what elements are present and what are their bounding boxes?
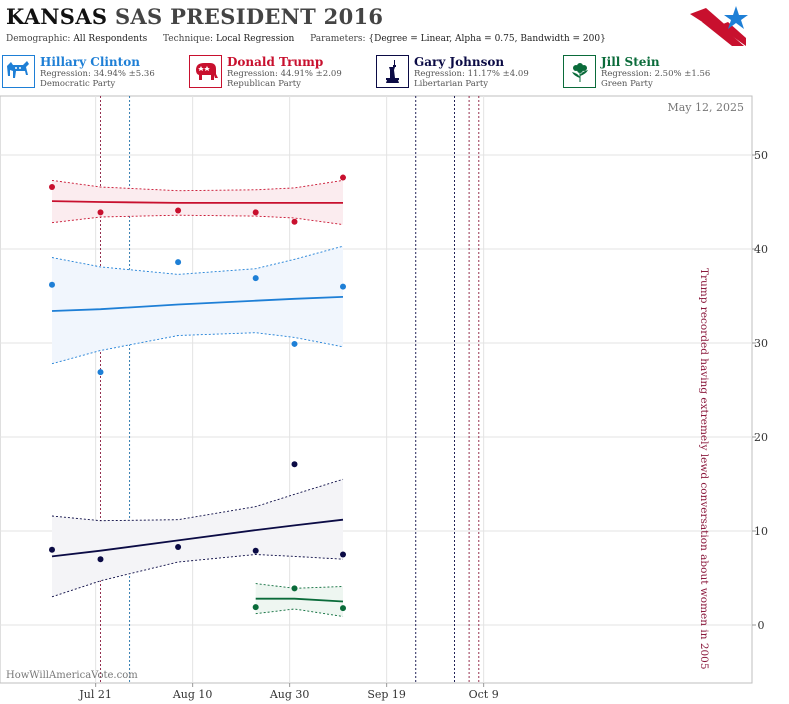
data-point (49, 281, 55, 288)
band-lower-line (51, 214, 344, 226)
band-lower-line (51, 554, 344, 598)
x-tick-label: Aug 10 (172, 688, 213, 701)
y-tick-label: 30 (754, 337, 768, 350)
legend-party: Green Party (601, 79, 653, 89)
legend-party: Republican Party (227, 79, 301, 89)
technique-label: Technique: (163, 34, 214, 44)
band-upper-line (51, 179, 344, 192)
band-upper-line (51, 245, 344, 275)
data-point (252, 275, 259, 282)
legend-regression: Regression: 34.94% ±5.36 (40, 69, 155, 79)
y-tick-label: 20 (754, 431, 768, 444)
data-point (97, 369, 104, 376)
band-upper-line (51, 478, 344, 522)
technique-value: Local Regression (215, 34, 295, 44)
title-rest: SAS PRESIDENT 2016 (114, 4, 384, 29)
data-point (340, 605, 346, 612)
y-tick-label: 10 (754, 525, 768, 538)
y-tick-label: 50 (754, 149, 768, 162)
trend-line (51, 200, 343, 204)
legend-name: Donald Trump (227, 55, 324, 69)
demographic-label: Demographic: (6, 34, 71, 44)
chart-header: KANSAS SAS PRESIDENT 2016 Demographic: A… (0, 0, 750, 50)
legend-regression: Regression: 2.50% ±1.56 (601, 69, 711, 79)
x-tick-label: Oct 9 (469, 688, 499, 701)
legend-regression: Regression: 11.17% ±4.09 (414, 69, 529, 79)
data-point (291, 340, 298, 347)
y-tick-label: 0 (758, 619, 765, 632)
legend-party: Democratic Party (40, 79, 116, 89)
x-axis-ticks: Jul 21 Aug 10 Aug 30 Sep 19 Oct 9 (78, 683, 499, 701)
x-tick-label: Sep 19 (367, 688, 406, 701)
title-state: KANSAS (6, 4, 108, 29)
data-point (175, 207, 182, 214)
data-point (291, 218, 298, 225)
data-point (291, 461, 298, 468)
band-lower-line (255, 608, 344, 617)
x-tick-label: Aug 30 (269, 688, 310, 701)
data-point (49, 546, 55, 553)
event-annotation: Trump recorded having extremely lewd con… (698, 268, 710, 670)
watermark-text: HowWillAmericaVote.com (6, 670, 138, 681)
chart-date-label: May 12, 2025 (667, 101, 744, 114)
elephant-icon (189, 55, 222, 88)
parameters-value: {Degree = Linear, Alpha = 0.75, Bandwidt… (368, 34, 606, 44)
y-axis-ticks: 0 10 20 30 40 50 (752, 149, 768, 632)
trend-line (51, 518, 344, 558)
data-points (49, 174, 346, 612)
legend-party: Libertarian Party (414, 79, 489, 89)
parameters-label: Parameters: (310, 34, 366, 44)
data-point (291, 585, 298, 592)
data-point (252, 547, 259, 554)
trend-line (255, 597, 344, 603)
flower-icon (563, 55, 596, 88)
chart-parameters: Demographic: All Respondents Technique: … (6, 34, 606, 44)
chart-title: KANSAS SAS PRESIDENT 2016 (6, 4, 383, 29)
plot-frame (0, 95, 753, 684)
data-point (340, 174, 346, 181)
trend-lines (51, 200, 344, 603)
data-point (340, 283, 346, 290)
legend-name: Gary Johnson (414, 55, 505, 69)
data-point (97, 209, 104, 216)
data-point (175, 259, 182, 266)
band-lower-line (51, 332, 344, 365)
data-point (252, 604, 259, 611)
x-tick-label: Jul 21 (78, 688, 112, 701)
y-tick-label: 40 (754, 243, 768, 256)
band-upper-line (255, 583, 344, 589)
confidence-band (255, 583, 343, 617)
data-point (97, 556, 104, 563)
legend-name: Jill Stein (601, 55, 660, 69)
data-point (175, 543, 182, 550)
donkey-icon (2, 55, 35, 88)
legend-name: Hillary Clinton (40, 55, 140, 69)
grid (0, 96, 752, 683)
demographic-value: All Respondents (73, 34, 148, 44)
legend: Hillary Clinton Regression: 34.94% ±5.36… (0, 55, 789, 93)
site-logo-icon (690, 6, 748, 48)
trend-line (51, 296, 344, 312)
data-point (49, 183, 55, 190)
legend-regression: Regression: 44.91% ±2.09 (227, 69, 342, 79)
data-point (252, 209, 259, 216)
data-point (340, 551, 346, 558)
liberty-statue-icon (376, 55, 409, 88)
